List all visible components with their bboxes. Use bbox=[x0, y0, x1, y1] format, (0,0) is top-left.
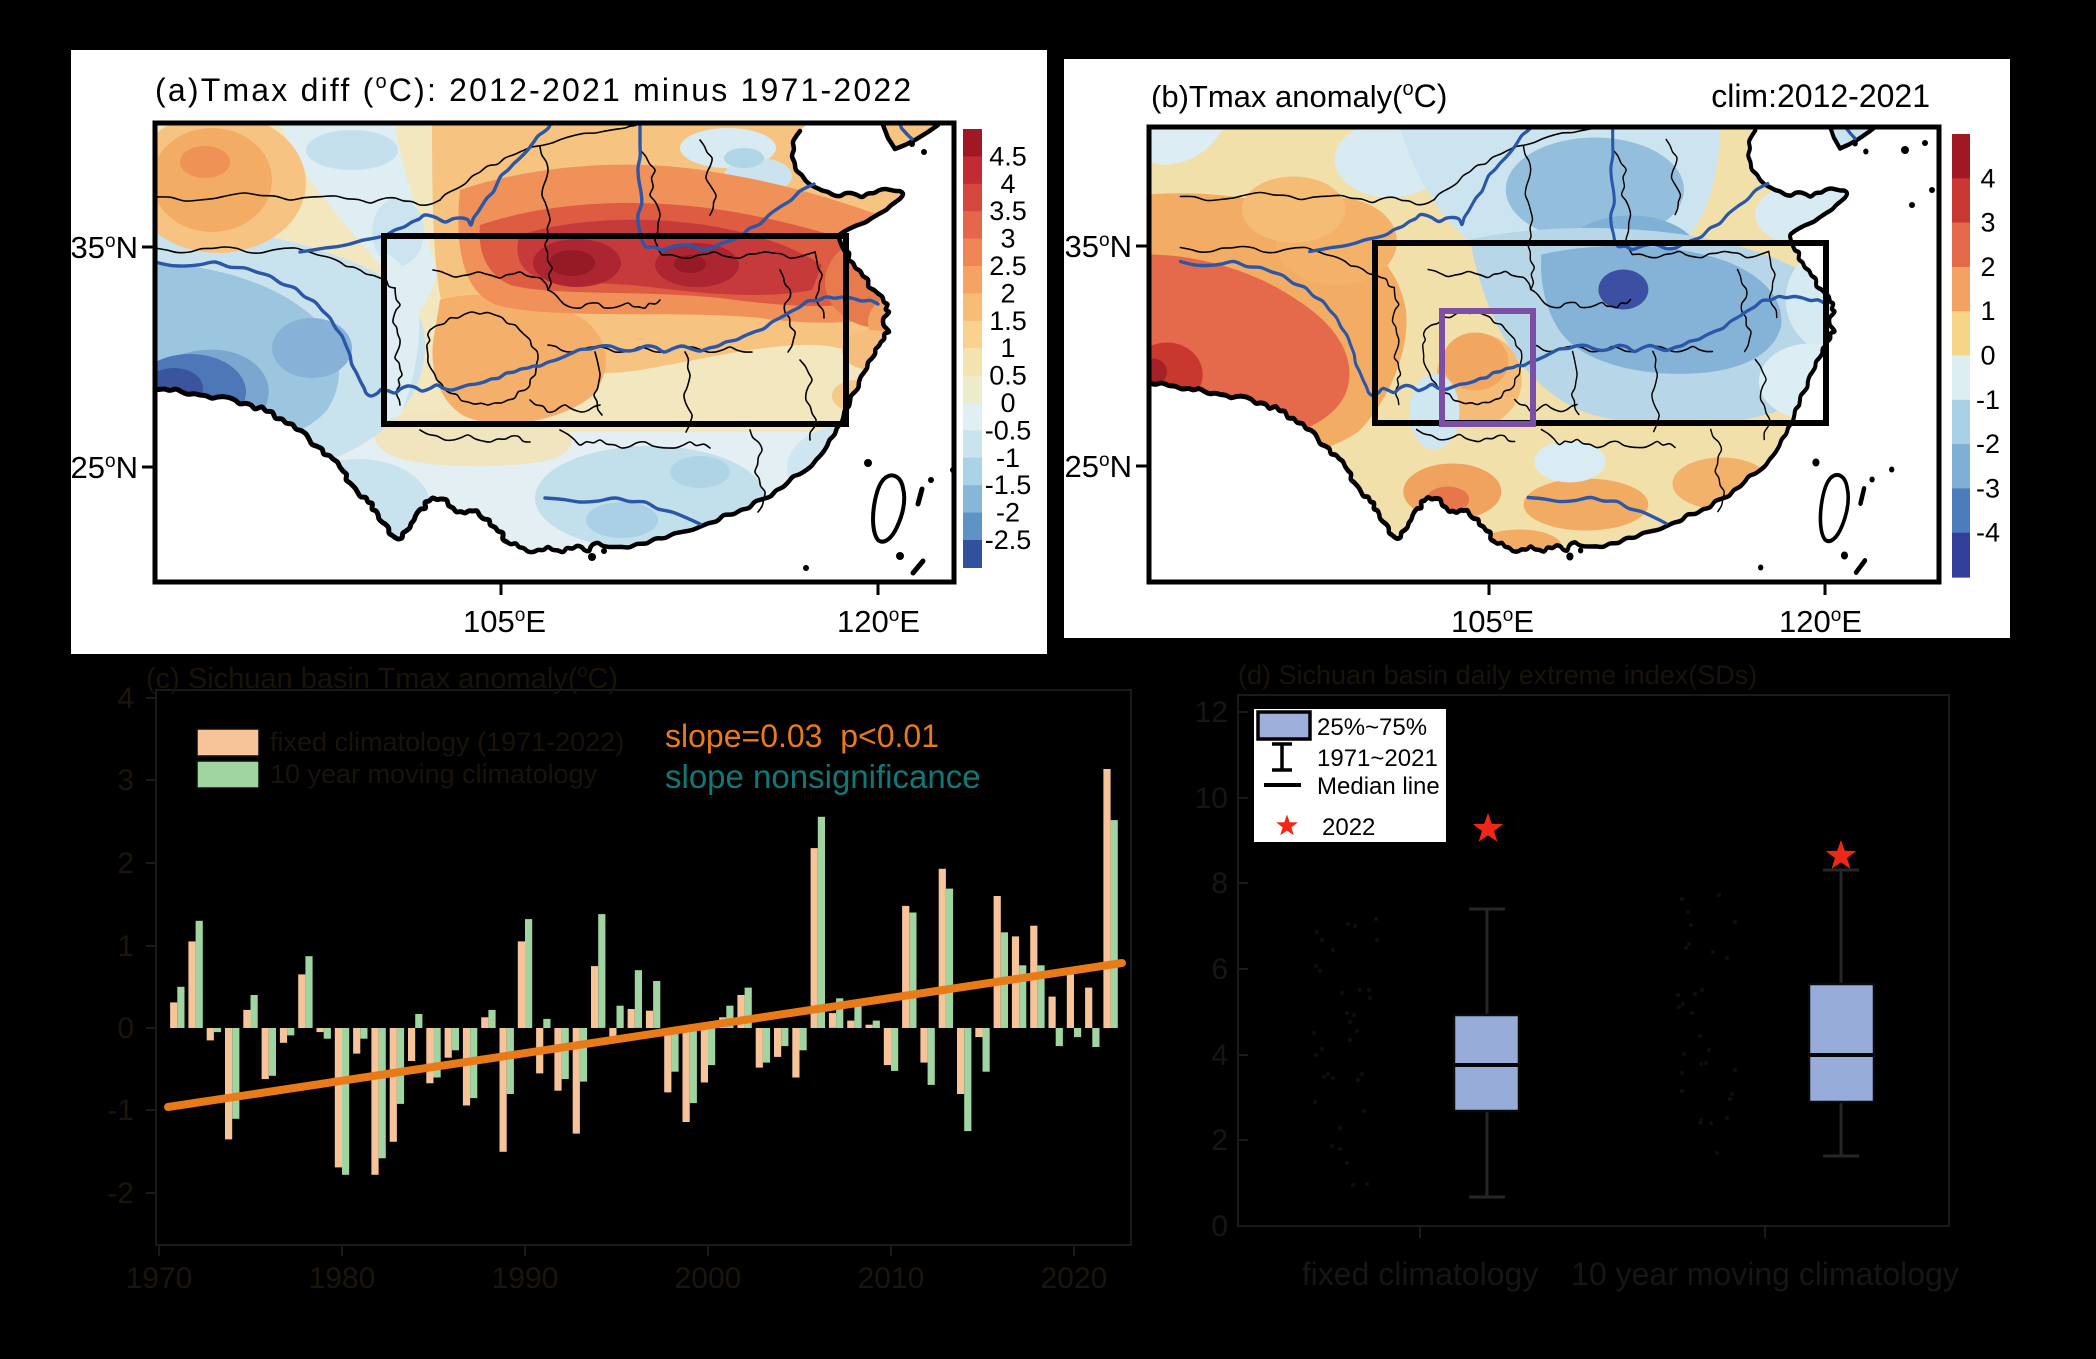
svg-text:1980: 1980 bbox=[309, 1262, 376, 1295]
svg-text:3.5: 3.5 bbox=[989, 196, 1027, 226]
svg-text:fixed climatology: fixed climatology bbox=[1302, 1256, 1539, 1292]
svg-text:-2: -2 bbox=[996, 498, 1020, 528]
svg-text:8: 8 bbox=[1211, 867, 1228, 900]
svg-text:1: 1 bbox=[1000, 333, 1015, 363]
svg-text:-3: -3 bbox=[1976, 473, 2000, 503]
svg-text:1971~2021: 1971~2021 bbox=[1317, 745, 1438, 772]
svg-text:105oE: 105oE bbox=[1451, 604, 1534, 639]
svg-text:35oN: 35oN bbox=[71, 230, 138, 265]
svg-text:-1.5: -1.5 bbox=[985, 470, 1032, 500]
svg-text:4: 4 bbox=[1980, 163, 1995, 193]
svg-text:1990: 1990 bbox=[492, 1262, 559, 1295]
svg-text:4.5: 4.5 bbox=[989, 141, 1027, 171]
svg-text:fixed climatology (1971-2022): fixed climatology (1971-2022) bbox=[270, 727, 624, 757]
svg-text:2: 2 bbox=[1000, 278, 1015, 308]
svg-text:-1: -1 bbox=[996, 443, 1020, 473]
svg-text:105oE: 105oE bbox=[463, 604, 546, 639]
svg-text:2000: 2000 bbox=[675, 1262, 742, 1295]
svg-text:0: 0 bbox=[117, 1012, 134, 1045]
svg-text:6: 6 bbox=[1211, 953, 1228, 986]
svg-text:2: 2 bbox=[1980, 252, 1995, 282]
svg-text:0: 0 bbox=[1980, 341, 1995, 371]
svg-text:-1: -1 bbox=[1976, 385, 2000, 415]
svg-text:10 year moving climatology: 10 year moving climatology bbox=[270, 759, 598, 789]
svg-text:2.5: 2.5 bbox=[989, 251, 1027, 281]
svg-text:(c) Sichuan basin Tmax anomaly: (c) Sichuan basin Tmax anomaly(oC) bbox=[146, 661, 618, 695]
svg-text:(b)Tmax anomaly(oC): (b)Tmax anomaly(oC) bbox=[1151, 78, 1447, 114]
svg-text:-4: -4 bbox=[1976, 518, 2000, 548]
svg-text:4: 4 bbox=[1000, 169, 1015, 199]
svg-text:0: 0 bbox=[1211, 1210, 1228, 1243]
svg-text:0.5: 0.5 bbox=[989, 361, 1027, 391]
svg-text:0: 0 bbox=[1000, 388, 1015, 418]
svg-text:1: 1 bbox=[1980, 296, 1995, 326]
svg-text:slope nonsignificance: slope nonsignificance bbox=[665, 758, 981, 795]
svg-text:120oE: 120oE bbox=[1779, 604, 1862, 639]
svg-text:35oN: 35oN bbox=[1065, 229, 1132, 264]
svg-text:4: 4 bbox=[1211, 1039, 1228, 1072]
svg-text:-1: -1 bbox=[107, 1094, 134, 1127]
svg-text:-2.5: -2.5 bbox=[985, 525, 1032, 555]
svg-text:2020: 2020 bbox=[1041, 1262, 1108, 1295]
svg-text:slope=0.03 p<0.01: slope=0.03 p<0.01 bbox=[665, 718, 939, 754]
svg-text:120oE: 120oE bbox=[837, 604, 920, 639]
svg-text:1970: 1970 bbox=[126, 1262, 193, 1295]
svg-text:-2: -2 bbox=[107, 1177, 134, 1210]
svg-text:2: 2 bbox=[1211, 1124, 1228, 1157]
svg-text:2022: 2022 bbox=[1322, 814, 1375, 841]
svg-text:Median line: Median line bbox=[1317, 773, 1440, 800]
svg-text:25oN: 25oN bbox=[1065, 449, 1132, 484]
svg-text:10: 10 bbox=[1195, 782, 1228, 815]
svg-text:25%~75%: 25%~75% bbox=[1317, 714, 1427, 741]
svg-text:-2: -2 bbox=[1976, 429, 2000, 459]
svg-text:1: 1 bbox=[117, 930, 134, 963]
svg-text:2: 2 bbox=[117, 847, 134, 880]
svg-text:(d) Sichuan basin daily extrem: (d) Sichuan basin daily extreme index(SD… bbox=[1238, 660, 1757, 690]
svg-text:3: 3 bbox=[1000, 224, 1015, 254]
svg-text:2010: 2010 bbox=[858, 1262, 925, 1295]
svg-text:3: 3 bbox=[117, 764, 134, 797]
svg-text:1.5: 1.5 bbox=[989, 306, 1027, 336]
svg-text:3: 3 bbox=[1980, 208, 1995, 238]
svg-text:4: 4 bbox=[117, 682, 134, 715]
svg-text:10 year moving climatology: 10 year moving climatology bbox=[1571, 1256, 1959, 1292]
svg-text:12: 12 bbox=[1195, 696, 1228, 729]
svg-text:(a)Tmax diff (oC): 2012-2021 m: (a)Tmax diff (oC): 2012-2021 minus 1971-… bbox=[155, 71, 913, 108]
svg-text:-0.5: -0.5 bbox=[985, 415, 1032, 445]
svg-text:25oN: 25oN bbox=[71, 450, 138, 485]
svg-text:clim:2012-2021: clim:2012-2021 bbox=[1711, 78, 1930, 114]
